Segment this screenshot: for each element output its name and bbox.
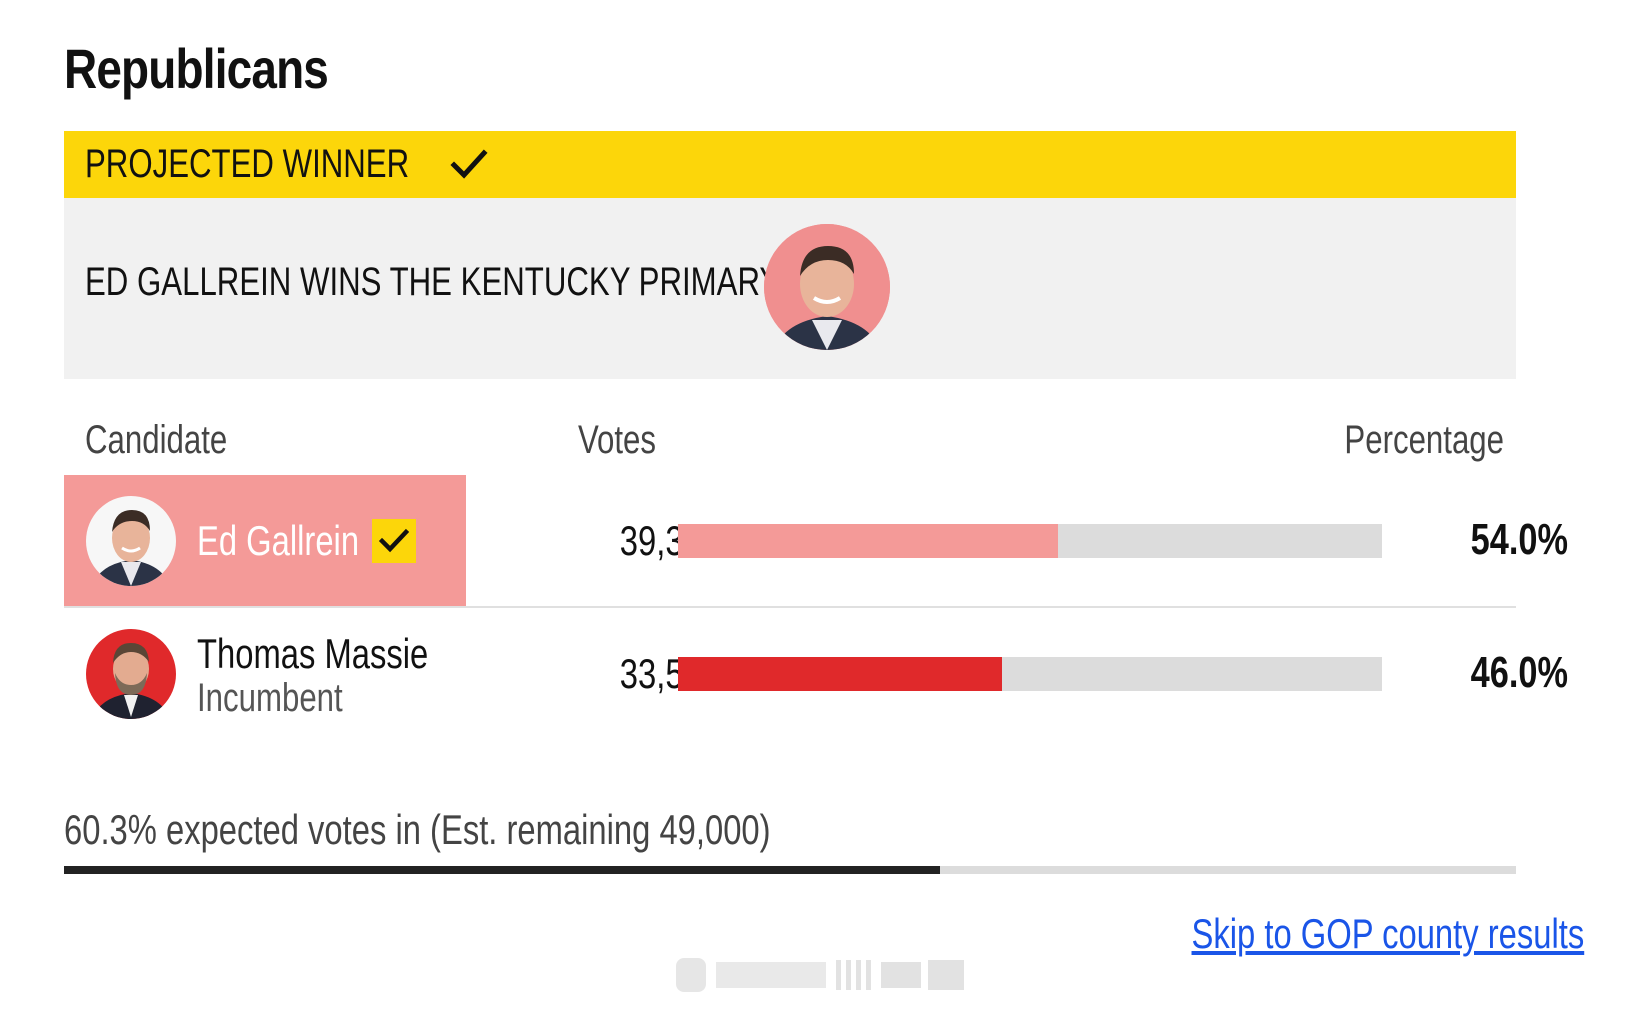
candidate-name: Ed Gallrein xyxy=(197,517,360,564)
winner-check-badge xyxy=(372,519,416,563)
votes-column-header: Votes xyxy=(577,418,656,462)
vote-share-bar xyxy=(678,657,1382,691)
expected-votes-progress-fill xyxy=(64,866,940,874)
candidate-photo-icon xyxy=(86,629,176,719)
row-divider xyxy=(64,606,1516,608)
projected-winner-label: PROJECTED WINNER xyxy=(85,142,410,186)
expected-votes-text: 60.3% expected votes in (Est. remaining … xyxy=(64,806,771,853)
vote-share-fill xyxy=(678,524,1059,558)
check-icon xyxy=(450,149,488,179)
vote-share-fill xyxy=(678,657,1002,691)
skip-to-county-results-link[interactable]: Skip to GOP county results xyxy=(1191,910,1585,957)
watermark-logo-icon xyxy=(676,958,964,992)
percentage-column-header: Percentage xyxy=(1344,418,1504,462)
candidate-cell: Ed Gallrein xyxy=(64,475,466,607)
vote-percentage: 54.0% xyxy=(1470,515,1568,564)
candidate-name: Thomas Massie xyxy=(197,630,429,677)
candidate-row: Ed Gallrein 39,380 54.0% xyxy=(64,475,1568,607)
incumbent-label: Incumbent xyxy=(197,676,343,720)
avatar xyxy=(86,496,176,586)
winner-avatar xyxy=(764,224,890,350)
winner-headline: ED GALLREIN WINS THE KENTUCKY PRIMARY xyxy=(85,260,781,304)
projected-winner-banner: PROJECTED WINNER xyxy=(64,131,1516,198)
candidate-photo-icon xyxy=(764,224,890,350)
vote-share-bar xyxy=(678,524,1382,558)
avatar xyxy=(86,629,176,719)
section-title: Republicans xyxy=(64,37,329,100)
candidate-photo-icon xyxy=(86,496,176,586)
winner-panel: ED GALLREIN WINS THE KENTUCKY PRIMARY xyxy=(64,198,1516,379)
vote-percentage: 46.0% xyxy=(1470,648,1568,697)
expected-votes-progress xyxy=(64,866,1516,874)
check-icon xyxy=(379,528,409,553)
candidate-cell: Thomas Massie Incumbent xyxy=(64,608,466,740)
candidate-row: Thomas Massie Incumbent 33,568 46.0% xyxy=(64,608,1568,740)
candidate-column-header: Candidate xyxy=(85,418,228,462)
